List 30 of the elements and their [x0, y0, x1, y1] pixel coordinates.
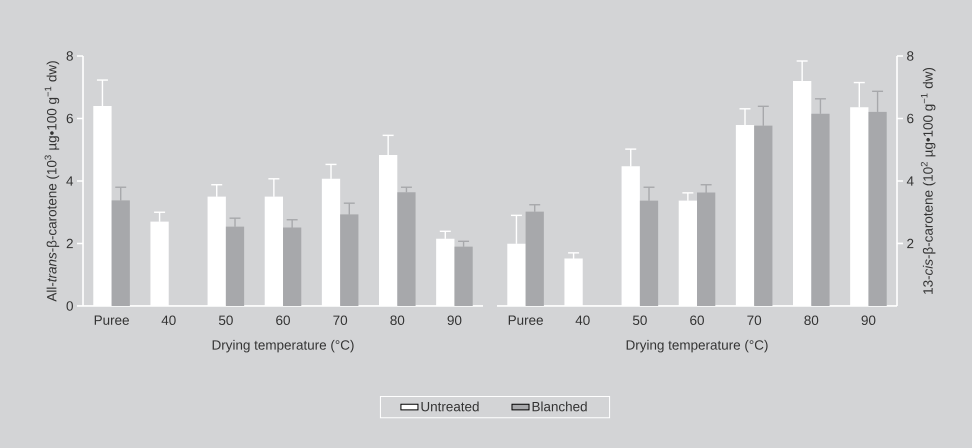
y2-tick-label: 4	[906, 176, 914, 186]
y-tick-label: 0	[66, 301, 73, 311]
x-tick-label: 90	[862, 316, 876, 326]
y-tick-label: 6	[66, 114, 73, 124]
x-tick-label: 50	[632, 316, 647, 326]
x-axis-title: Drying temperature (°C)	[212, 340, 354, 352]
x-tick-label: 90	[448, 316, 462, 326]
x-tick-label: 70	[747, 316, 762, 326]
y2-tick-label: 6	[907, 114, 914, 124]
x-tick-label: 40	[576, 316, 590, 326]
y-tick-label: 4	[66, 176, 74, 186]
y-axis-title: All-trans-β-carotene (10$^{3}$ µg•100 g$^{−1}$ dw)	[44, 61, 60, 302]
x-tick-label: Puree	[94, 316, 129, 325]
y2-tick-label: 8	[907, 51, 914, 61]
y-tick-label: 2	[66, 238, 73, 248]
x-tick-label: 60	[276, 316, 290, 326]
x-tick-label: 80	[390, 316, 404, 326]
bar	[397, 192, 416, 306]
x-axis-title: Drying temperature (°C)	[626, 340, 768, 352]
legend-label: Untreated	[421, 401, 479, 412]
x-tick-label: 60	[690, 316, 704, 326]
x-tick-label: 70	[333, 316, 348, 326]
y2-axis-title: 13-cis-β-carotene (10$^{2}$ µg•100 g$^{−1}$ dw)	[920, 68, 936, 294]
x-tick-label: 80	[804, 316, 818, 326]
x-tick-label: 40	[162, 316, 176, 326]
y-tick-label: 8	[66, 51, 73, 61]
y2-tick-label: 2	[907, 238, 914, 248]
x-tick-label: 50	[218, 316, 233, 326]
legend-label: Blanched	[532, 401, 587, 412]
x-tick-label: Puree	[508, 316, 543, 325]
